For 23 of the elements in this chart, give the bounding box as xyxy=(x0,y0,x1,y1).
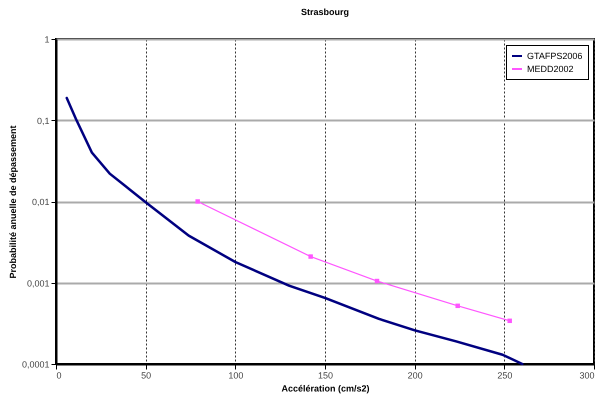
chart-title: Strasbourg xyxy=(300,7,350,17)
legend-label: GTAFPS2006 xyxy=(527,51,582,61)
y-tick-label: 1 xyxy=(44,34,50,44)
x-tick-label: 250 xyxy=(497,370,512,380)
x-axis-title: Accélération (cm/s2) xyxy=(281,384,370,394)
x-tick-label: 100 xyxy=(228,370,244,380)
x-tick-label: 300 xyxy=(579,370,594,380)
y-tick-label: 0,001 xyxy=(26,278,50,288)
y-tick-label: 0,1 xyxy=(36,116,50,126)
point xyxy=(374,278,380,284)
x-tick-label: 0 xyxy=(56,370,62,380)
x-tick-label: 150 xyxy=(318,370,334,380)
point xyxy=(507,318,512,324)
line-series xyxy=(66,96,524,366)
legend-label: MEDD2002 xyxy=(527,64,574,74)
point xyxy=(455,304,460,308)
point xyxy=(195,199,200,204)
x-tick-label: 50 xyxy=(141,370,152,380)
y-tick-label: 0,0001 xyxy=(22,360,50,370)
point xyxy=(308,254,313,259)
y-axis-title: Probabilité anuelle de dépassement xyxy=(8,125,18,279)
x-tick-label: 200 xyxy=(408,370,423,380)
y-tick-label: 0,01 xyxy=(32,197,50,207)
